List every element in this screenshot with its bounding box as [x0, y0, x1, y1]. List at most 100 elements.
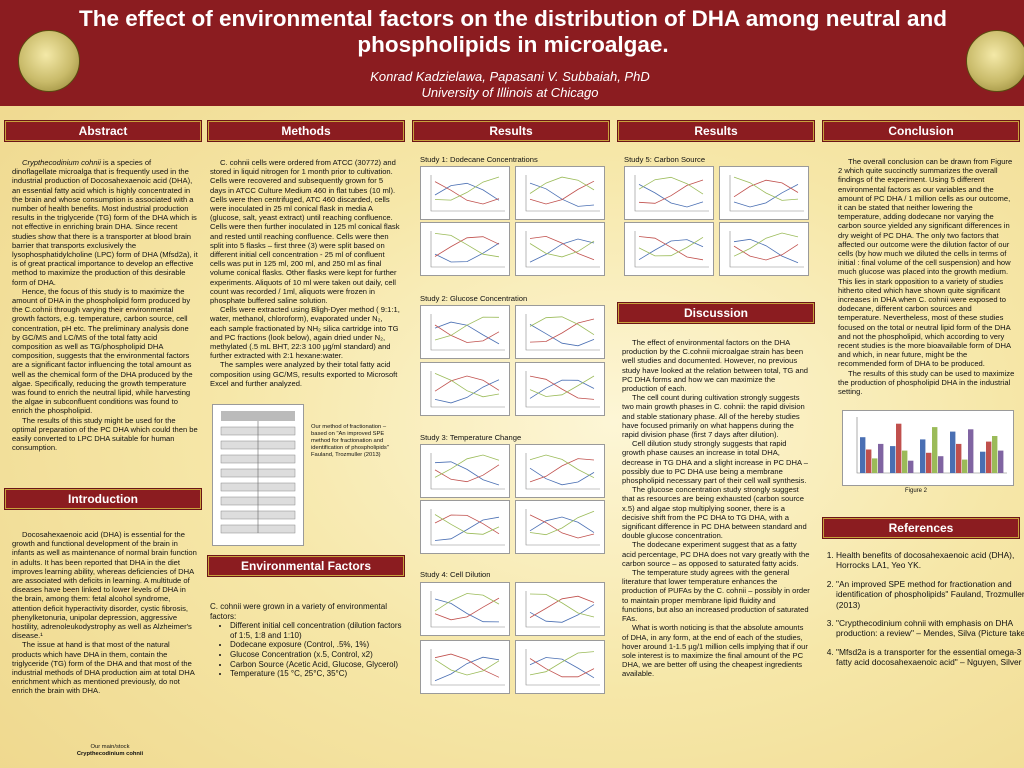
plot-line	[529, 458, 595, 483]
methods-text: C. cohnii cells were ordered from ATCC (…	[210, 158, 400, 388]
plot-line	[529, 651, 595, 676]
env-item: Carbon Source (Acetic Acid, Glucose, Gly…	[230, 660, 406, 670]
plot-line	[529, 375, 595, 397]
study3-label: Study 3: Temperature Change	[420, 433, 522, 442]
figure2-bar	[968, 429, 974, 473]
plot-line	[434, 659, 500, 676]
conclusion-text: The overall conclusion can be drawn from…	[838, 157, 1016, 396]
figure2-chart	[842, 410, 1014, 486]
plot-line	[529, 176, 595, 194]
result-plot	[719, 222, 809, 276]
result-plot	[515, 362, 605, 416]
introduction-header: Introduction	[4, 488, 202, 510]
conclusion-p2: The results of this study can be used to…	[838, 368, 1015, 397]
plot-line	[434, 316, 500, 341]
plot-line	[529, 604, 595, 623]
env-item: Dodecane exposure (Control, .5%, 1%)	[230, 640, 406, 650]
plot-line	[434, 454, 500, 478]
figure2-bar	[890, 446, 896, 473]
plot-line	[434, 182, 500, 201]
figure2-bar	[866, 449, 872, 473]
abstract-text: Crypthecodinium cohnii is a species of d…	[12, 158, 198, 453]
discussion-text: The effect of environmental factors on t…	[622, 338, 810, 679]
plot-line	[529, 516, 595, 533]
figure2-bar	[962, 459, 968, 473]
intro-p1: Docosahexaenoic acid (DHA) is essential …	[12, 530, 197, 641]
poster-title: The effect of environmental factors on t…	[79, 6, 947, 57]
result-plot	[624, 222, 714, 276]
reference-item: "Crypthecodinium cohnii with emphasis on…	[836, 618, 1024, 639]
plot-line	[529, 454, 595, 479]
abstract-header: Abstract	[4, 120, 202, 142]
plot-line	[434, 181, 500, 205]
result-plot	[420, 222, 510, 276]
plot-line	[638, 239, 704, 261]
discussion-p1: The effect of environmental factors on t…	[622, 338, 809, 394]
methods-p2: Cells were extracted using Bligh-Dyer me…	[210, 305, 400, 361]
environmental-factors-text: C. cohnii were grown in a variety of env…	[210, 602, 406, 679]
plot-line	[434, 324, 500, 343]
figure2-bar	[992, 436, 998, 473]
result-plot	[420, 640, 510, 694]
figure2-bar	[956, 443, 962, 473]
result-plot	[719, 166, 809, 220]
university-seal-left	[18, 30, 80, 92]
plot-line	[434, 653, 500, 678]
references-list: Health benefits of docosahexaenoic acid …	[818, 550, 1024, 676]
plot-line	[733, 244, 799, 261]
discussion-p5: The dodecane experiment suggest that as …	[622, 540, 810, 568]
methods-p1: C. cohnii cells were ordered from ATCC (…	[210, 158, 400, 306]
figure2-bar	[926, 452, 932, 473]
logo-caption: Our main/stock Crypthecodinium cohnii	[70, 744, 150, 758]
plot-line	[733, 238, 799, 264]
plot-line	[529, 235, 595, 261]
env-item: Temperature (15 °C, 25°C, 35°C)	[230, 669, 406, 679]
plot-line	[529, 658, 595, 678]
result-plot	[624, 166, 714, 220]
abstract-p3: The results of this study might be used …	[12, 415, 198, 453]
env-list: Different initial cell concentration (di…	[210, 621, 406, 679]
plot-line	[434, 598, 500, 623]
figure2-bar	[980, 451, 986, 473]
methods-p3: The samples were analyzed by their total…	[210, 360, 398, 388]
results-header-2: Results	[617, 120, 815, 142]
plot-line	[434, 656, 500, 682]
discussion-p6: The temperature study agrees with the ge…	[622, 568, 810, 624]
result-plot	[515, 582, 605, 636]
figure2-bar	[950, 431, 956, 473]
result-plot	[515, 222, 605, 276]
reference-item: Health benefits of docosahexaenoic acid …	[836, 550, 1024, 571]
result-plot	[420, 444, 510, 498]
result-plot	[420, 305, 510, 359]
plot-line	[529, 375, 595, 400]
plot-line	[638, 184, 704, 208]
plot-line	[733, 184, 799, 208]
plot-line	[529, 595, 595, 618]
plot-line	[434, 597, 500, 621]
figure2-bar	[896, 423, 902, 473]
result-plot	[515, 444, 605, 498]
plot-line	[434, 461, 500, 486]
plot-line	[434, 233, 500, 258]
plot-line	[529, 379, 595, 399]
discussion-p4: The glucose concentration study strongly…	[622, 485, 807, 541]
result-plot	[420, 166, 510, 220]
figure2-bar	[878, 443, 884, 473]
plot-line	[434, 242, 500, 263]
plot-line	[434, 373, 500, 398]
plot-line	[529, 318, 595, 343]
conclusion-p1: The overall conclusion can be drawn from…	[838, 157, 1013, 369]
plot-line	[529, 514, 595, 539]
plot-line	[434, 593, 500, 612]
plot-line	[529, 316, 595, 336]
university-seal-right	[966, 30, 1024, 92]
result-plot	[515, 305, 605, 359]
plot-line	[529, 182, 595, 207]
plot-line	[733, 176, 799, 201]
plot-line	[529, 593, 595, 618]
figure2-caption: Figure 2	[905, 488, 928, 494]
introduction-text: Docosahexaenoic acid (DHA) is essential …	[12, 530, 198, 696]
discussion-p3: Cell dilution study strongly suggests th…	[622, 439, 808, 486]
methods-header: Methods	[207, 120, 405, 142]
plot-line	[638, 176, 704, 195]
